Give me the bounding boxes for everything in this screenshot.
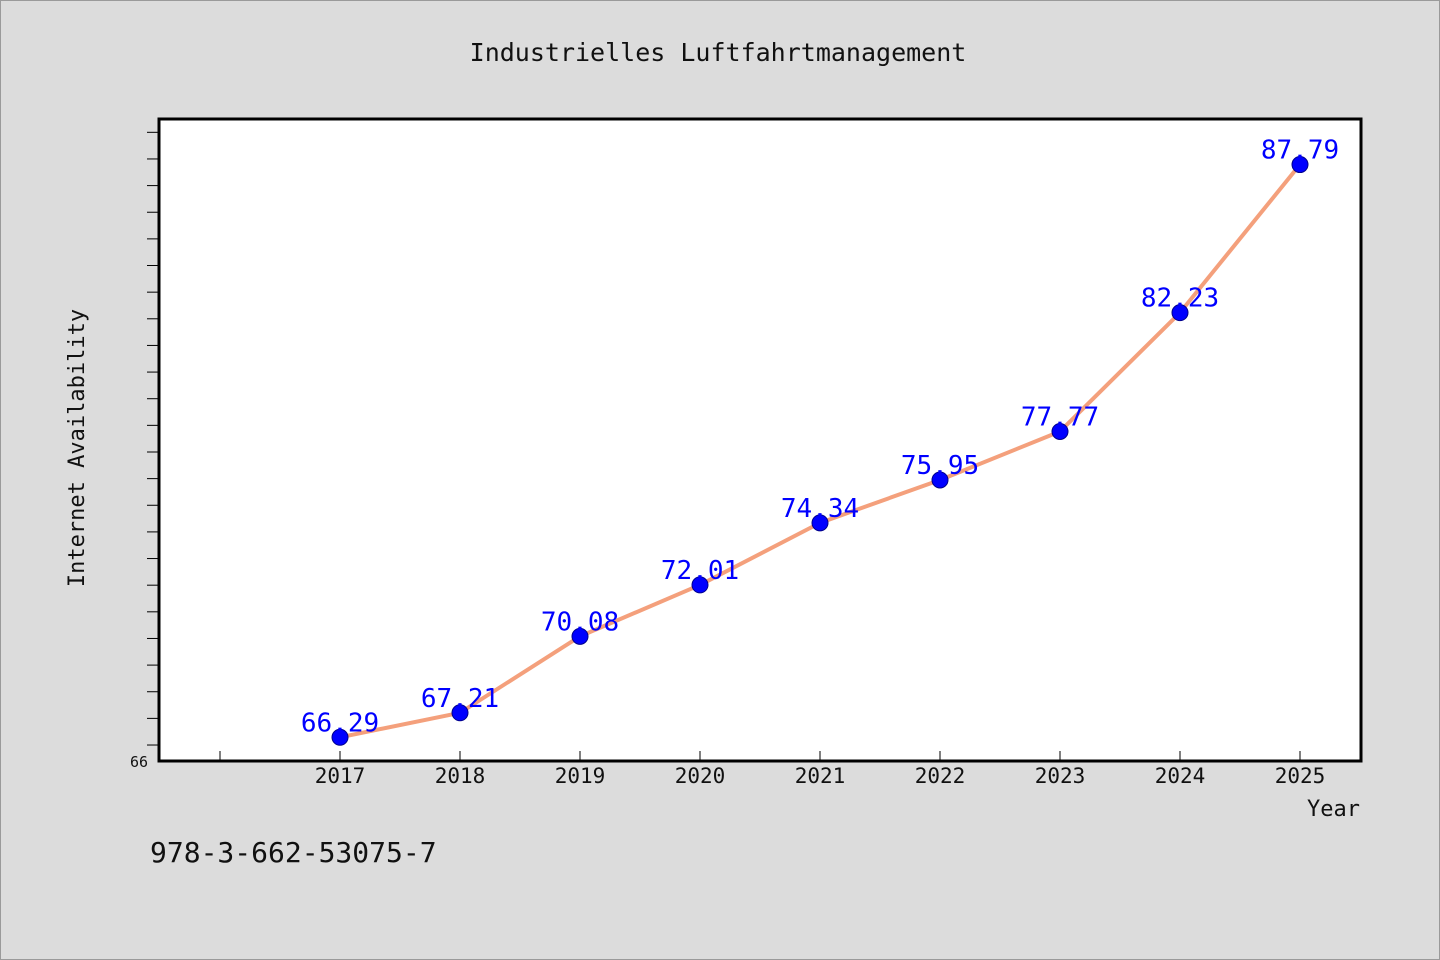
y-axis-ticks bbox=[147, 131, 159, 746]
x-tick-label: 2023 bbox=[1035, 764, 1086, 788]
data-point bbox=[331, 728, 349, 746]
data-point bbox=[571, 627, 589, 645]
data-point bbox=[1051, 422, 1069, 440]
x-tick-label: 2020 bbox=[675, 764, 726, 788]
data-label: 82.23 bbox=[1141, 284, 1219, 314]
data-label: 74.34 bbox=[781, 494, 859, 524]
data-point bbox=[1171, 304, 1189, 322]
data-label: 72.01 bbox=[661, 556, 739, 586]
x-tick-label: 2017 bbox=[315, 764, 366, 788]
x-tick-label: 2024 bbox=[1155, 764, 1206, 788]
data-point bbox=[1291, 156, 1309, 174]
data-point bbox=[691, 576, 709, 594]
data-point bbox=[811, 514, 829, 532]
data-label: 67.21 bbox=[421, 684, 499, 714]
data-label: 66.29 bbox=[301, 708, 379, 738]
y-axis-label: Internet Availability bbox=[65, 309, 90, 587]
data-point bbox=[931, 471, 949, 489]
x-tick-label: 2018 bbox=[435, 764, 486, 788]
data-point bbox=[451, 704, 469, 722]
y-tick-label: 66 bbox=[130, 753, 148, 771]
x-tick-label: 2025 bbox=[1275, 764, 1326, 788]
x-axis-ticks: 2017 2018 2019 2020 2021 2022 2023 2024 2025 bbox=[219, 751, 1326, 788]
series-line-group: 66.29 67.21 70.08 72.01 74.34 75.95 77.77 82.23… bbox=[301, 136, 1339, 746]
data-label: 75.95 bbox=[901, 451, 979, 481]
chart-title: Industrielles Luftfahrtmanagement bbox=[470, 38, 967, 67]
data-label: 77.77 bbox=[1021, 402, 1099, 432]
data-label: 70.08 bbox=[541, 607, 619, 637]
data-label: 87.79 bbox=[1261, 136, 1339, 166]
x-axis-label: Year bbox=[1307, 797, 1360, 822]
x-tick-label: 2022 bbox=[915, 764, 966, 788]
x-tick-label: 2019 bbox=[555, 764, 606, 788]
x-tick-label: 2021 bbox=[795, 764, 846, 788]
plot-area bbox=[157, 117, 1363, 763]
isbn-footer: 978-3-662-53075-7 bbox=[150, 836, 437, 869]
